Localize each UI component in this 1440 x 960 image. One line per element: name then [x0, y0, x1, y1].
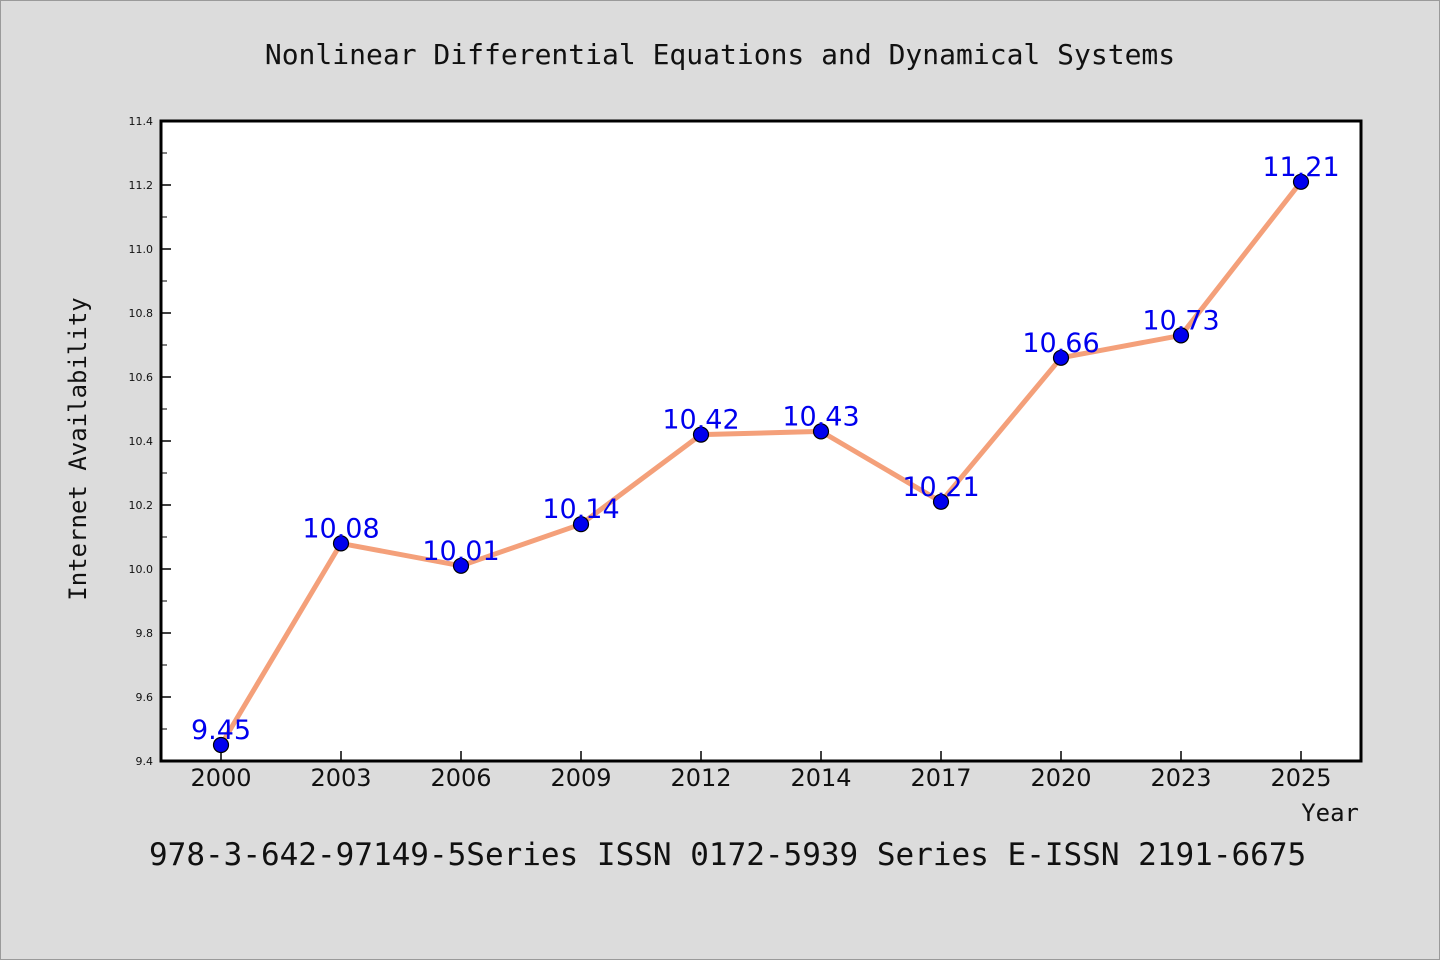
series-line: [218, 180, 1303, 747]
data-label: 10.42: [662, 405, 739, 436]
y-axis-label: Internet Availability: [64, 297, 92, 600]
x-tick-label: 2014: [790, 764, 851, 792]
data-point: [332, 535, 350, 552]
data-point: [1292, 173, 1310, 190]
data-point: [1172, 327, 1190, 344]
footer-text: 978-3-642-97149-5Series ISSN 0172-5939 S…: [149, 837, 1306, 873]
y-tick-label: 10.4: [129, 435, 154, 448]
data-label: 9.45: [191, 715, 251, 746]
data-point: [812, 423, 830, 440]
y-tick-label: 10.0: [129, 563, 154, 576]
x-tick-label: 2012: [670, 764, 731, 792]
data-point: [692, 426, 710, 443]
y-tick-label: 11.0: [129, 243, 154, 256]
y-tick-label: 11.4: [129, 115, 154, 128]
x-tick-label: 2009: [550, 764, 611, 792]
y-tick-label: 10.8: [129, 307, 154, 320]
x-tick-label: 2003: [310, 764, 371, 792]
data-label: 10.66: [1022, 328, 1099, 359]
chart-title: Nonlinear Differential Equations and Dyn…: [265, 38, 1175, 71]
x-tick-label: 2000: [190, 764, 251, 792]
data-point: [212, 736, 230, 754]
data-label: 10.01: [422, 536, 499, 567]
plot-area: [159, 119, 1363, 763]
data-point: [1052, 349, 1070, 366]
y-tick-label: 10.6: [129, 371, 154, 384]
y-tick-label: 11.2: [129, 179, 154, 192]
series-line-group: [218, 180, 1303, 747]
x-tick-label: 2025: [1270, 764, 1331, 792]
data-label-group: 9.45 10.08 10.01 10.14 10.42 10.43 10.21 10.66 1…: [191, 152, 1340, 746]
x-axis-label: Year: [1301, 799, 1359, 827]
data-label: 10.73: [1142, 305, 1219, 336]
data-label: 10.14: [542, 494, 619, 525]
x-axis: 2000 2003 2006 2009 2012 2014 2017 2020 2023 2025: [190, 751, 1332, 792]
y-tick-label: 10.2: [129, 499, 154, 512]
data-label: 10.08: [302, 513, 379, 544]
y-tick-label: 9.8: [136, 627, 154, 640]
x-tick-label: 2006: [430, 764, 491, 792]
data-point: [572, 516, 590, 533]
data-point: [932, 493, 950, 510]
data-point: [452, 557, 470, 574]
y-tick-label: 9.6: [136, 691, 154, 704]
y-tick-label: 9.4: [136, 755, 154, 768]
marker-group: [212, 173, 1310, 754]
x-tick-label: 2017: [910, 764, 971, 792]
x-tick-label: 2020: [1030, 764, 1091, 792]
x-tick-label: 2023: [1150, 764, 1211, 792]
y-axis: 9.4 9.6 9.8 10.0 10.2 10.4 10.6 10.8 11.0 11.2 11.…: [129, 115, 171, 768]
data-label: 10.21: [902, 472, 979, 503]
data-label: 10.43: [782, 401, 859, 432]
data-label: 11.21: [1262, 152, 1339, 183]
